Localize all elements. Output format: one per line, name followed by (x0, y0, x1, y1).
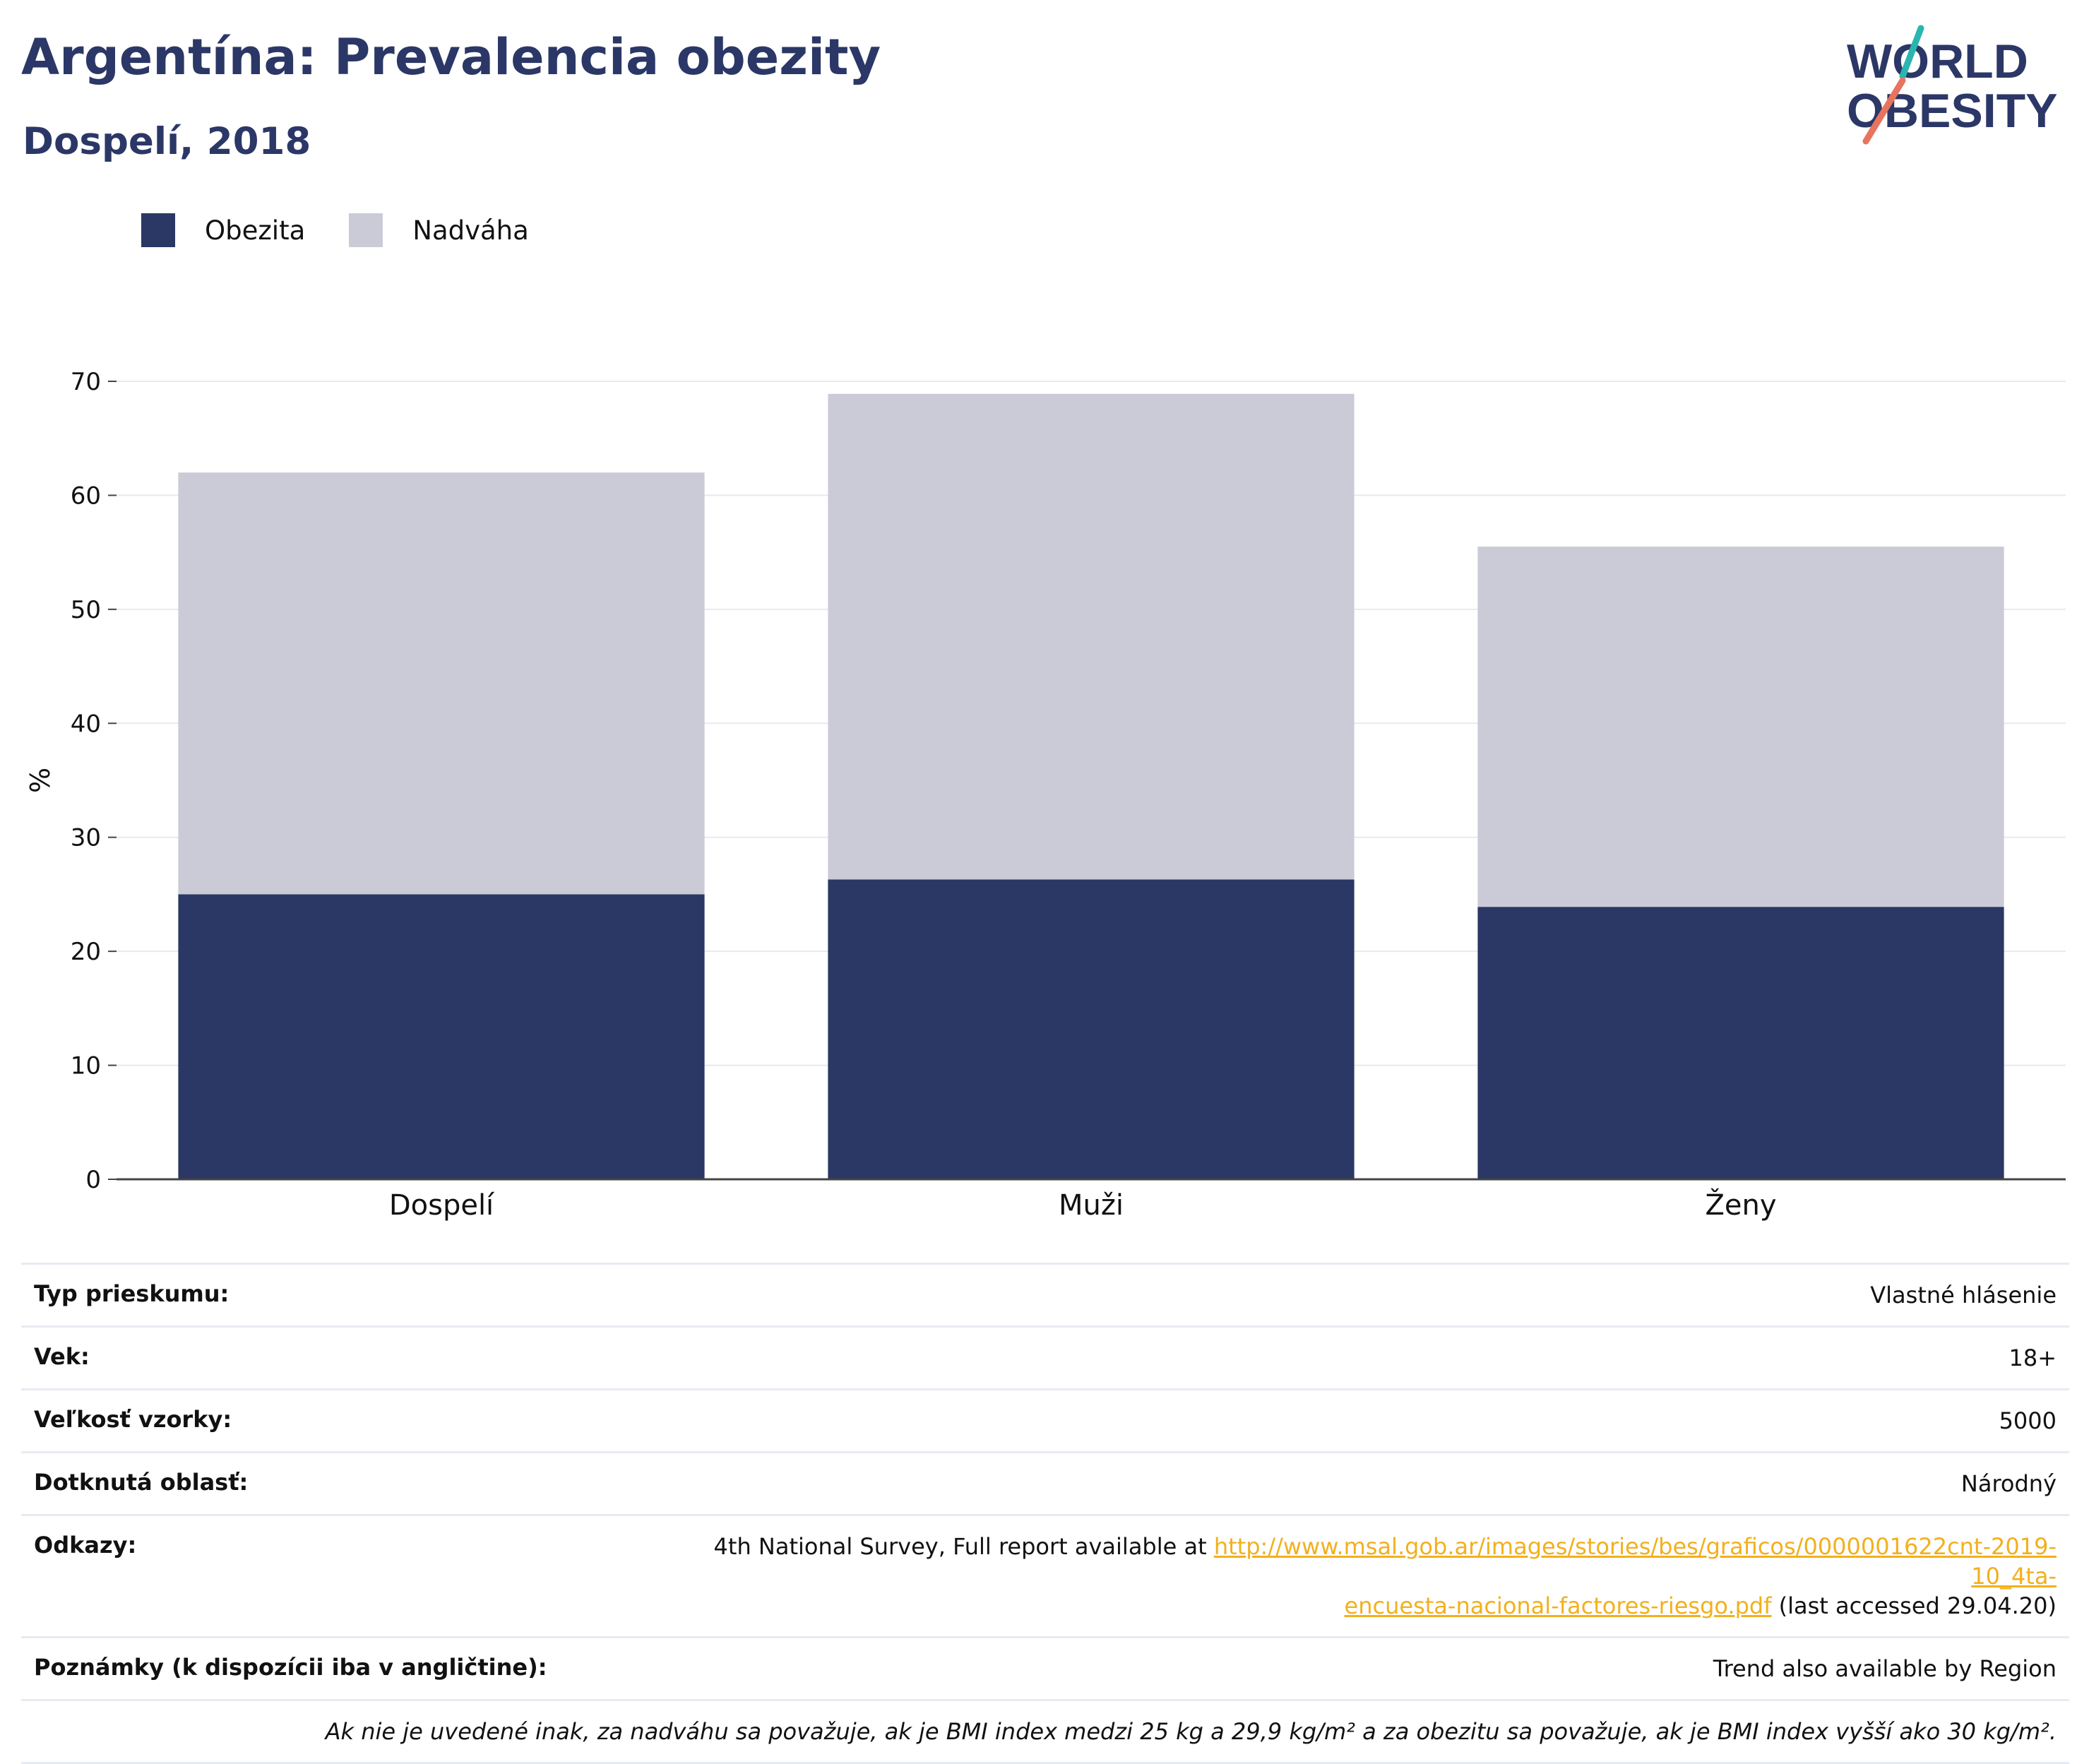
footnote: Ak nie je uvedené inak, za nadváhu sa po… (21, 1699, 2069, 1764)
x-tick-label: Dospelí (389, 1189, 495, 1222)
y-tick-label: 70 (71, 368, 101, 396)
info-value: Národný (1960, 1470, 2057, 1497)
y-tick-label: 0 (85, 1166, 101, 1194)
bar-obezita-1 (828, 879, 1355, 1179)
stacked-bar-chart: 0 10 20 30 40 50 60 70% Dospelí Muži Ženy (25, 368, 2066, 1222)
info-row-survey-type: Typ prieskumu: Vlastné hlásenie (21, 1263, 2069, 1325)
info-label: Odkazy: (34, 1532, 137, 1559)
info-row-notes: Poznámky (k dispozícii iba v angličtine)… (21, 1636, 2069, 1699)
info-row-area: Dotknutá oblasť: Národný (21, 1451, 2069, 1514)
info-label: Vek: (34, 1343, 90, 1370)
reference-link-line2: encuesta-nacional-factores-riesgo.pdf (1344, 1592, 1772, 1619)
legend-swatch-nadvaha (349, 213, 383, 247)
y-tick-label: 30 (71, 824, 101, 852)
y-tick-label: 60 (71, 482, 101, 510)
y-tick-label: 20 (71, 938, 101, 966)
y-tick-label: 40 (71, 710, 101, 738)
reference-link-line1: http://www.msal.gob.ar/images/stories/be… (1213, 1533, 2057, 1590)
y-tick-label: 50 (71, 596, 101, 624)
x-tick-label: Muži (1059, 1189, 1124, 1222)
bar-nadvaha-0 (178, 472, 705, 895)
reference-link[interactable]: http://www.msal.gob.ar/images/stories/be… (1214, 1533, 2057, 1619)
info-label: Poznámky (k dispozícii iba v angličtine)… (34, 1654, 547, 1681)
bar-nadvaha-2 (1477, 547, 2004, 907)
references-prefix: 4th National Survey, Full report availab… (713, 1533, 1214, 1560)
references-value: 4th National Survey, Full report availab… (644, 1532, 2057, 1621)
legend-swatch-obezita (141, 213, 175, 247)
info-row-sample-size: Veľkosť vzorky: 5000 (21, 1388, 2069, 1451)
logo-line2: OBESITY (1847, 84, 2058, 138)
info-label: Veľkosť vzorky: (34, 1406, 232, 1433)
survey-info-table: Typ prieskumu: Vlastné hlásenie Vek: 18+… (21, 1263, 2069, 1764)
info-label: Dotknutá oblasť: (34, 1469, 249, 1496)
info-value: Vlastné hlásenie (1870, 1282, 2057, 1309)
bar-nadvaha-1 (828, 393, 1355, 880)
chart-legend: Obezita Nadváha (141, 209, 573, 251)
legend-item-obezita[interactable]: Obezita (141, 213, 305, 247)
page-title: Argentína: Prevalencia obezity (21, 28, 881, 86)
logo-line1: WORLD (1847, 35, 2028, 88)
info-value: 5000 (1999, 1407, 2057, 1434)
legend-label-obezita: Obezita (205, 215, 306, 246)
y-axis-label: % (25, 768, 56, 793)
page-subtitle: Dospelí, 2018 (23, 120, 311, 163)
info-value: 18+ (2008, 1345, 2057, 1371)
x-tick-label: Ženy (1705, 1188, 1776, 1222)
bar-obezita-2 (1477, 907, 2004, 1179)
y-tick-label: 10 (71, 1052, 101, 1080)
info-label: Typ prieskumu: (34, 1280, 230, 1307)
legend-item-nadvaha[interactable]: Nadváha (349, 213, 529, 247)
info-value: Trend also available by Region (1713, 1655, 2057, 1682)
logo-slash-bottom (1862, 77, 1906, 145)
info-row-age: Vek: 18+ (21, 1325, 2069, 1388)
world-obesity-logo: WORLD OBESITY (1847, 25, 2058, 145)
info-row-references: Odkazy: 4th National Survey, Full report… (21, 1514, 2069, 1636)
bar-obezita-0 (178, 894, 705, 1179)
references-suffix: (last accessed 29.04.20) (1771, 1592, 2057, 1619)
logo-slash-top (1899, 25, 1924, 80)
legend-label-nadvaha: Nadváha (412, 215, 529, 246)
